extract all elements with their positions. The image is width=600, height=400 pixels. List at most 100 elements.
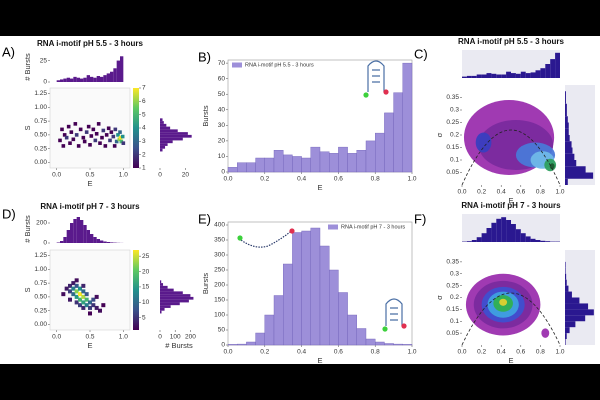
bar bbox=[70, 78, 74, 82]
cell bbox=[91, 297, 96, 302]
cell bbox=[81, 294, 86, 299]
bar bbox=[160, 305, 171, 308]
bar bbox=[264, 314, 275, 346]
bar bbox=[160, 137, 183, 141]
cell bbox=[101, 128, 106, 133]
bar bbox=[481, 233, 487, 242]
bar bbox=[530, 238, 536, 242]
bar bbox=[565, 128, 569, 135]
bar bbox=[110, 71, 114, 82]
bar bbox=[255, 332, 266, 346]
bar bbox=[530, 72, 536, 78]
bar bbox=[120, 56, 124, 82]
cell bbox=[78, 286, 82, 291]
x-tick-label: 0 bbox=[158, 172, 162, 179]
cell bbox=[88, 311, 92, 316]
cell bbox=[93, 138, 98, 143]
bar bbox=[160, 145, 166, 149]
bar bbox=[160, 143, 168, 146]
x-tick-label: 0.4 bbox=[497, 189, 506, 196]
y-tick-label: 50 bbox=[218, 327, 226, 334]
x-tick-label: 0.2 bbox=[260, 176, 269, 183]
bar bbox=[160, 134, 192, 138]
cell bbox=[71, 292, 76, 297]
cell bbox=[94, 131, 99, 136]
bar bbox=[66, 77, 70, 82]
x-tick-label: 0.0 bbox=[52, 334, 61, 341]
colorbar-tick-label: 5 bbox=[142, 314, 146, 321]
x-tick-label: 0.4 bbox=[297, 349, 306, 356]
y-tick-label: 0.35 bbox=[446, 259, 459, 266]
bar bbox=[565, 153, 575, 160]
bar bbox=[565, 339, 566, 345]
bar bbox=[160, 296, 194, 300]
bar bbox=[535, 240, 541, 242]
cell bbox=[82, 139, 87, 144]
colorbar-tick-label: 5 bbox=[142, 111, 146, 118]
bar bbox=[365, 140, 376, 173]
bar bbox=[481, 74, 487, 78]
bar bbox=[565, 147, 573, 154]
bar bbox=[471, 75, 477, 78]
bar bbox=[113, 68, 117, 82]
bar bbox=[160, 288, 174, 292]
bar bbox=[96, 239, 100, 243]
bar bbox=[338, 146, 348, 173]
bar bbox=[520, 233, 526, 242]
cell bbox=[84, 130, 89, 134]
bar bbox=[160, 302, 180, 306]
bar bbox=[506, 220, 511, 242]
x-tick-label: 0.0 bbox=[52, 172, 61, 179]
cell bbox=[73, 122, 78, 126]
bar bbox=[103, 75, 107, 82]
y-tick-label: 0.00 bbox=[34, 321, 47, 328]
y-axis-label: S bbox=[23, 287, 32, 292]
bar bbox=[96, 76, 100, 82]
cell bbox=[81, 305, 86, 310]
y-tick-label: 0.75 bbox=[34, 280, 47, 287]
bar bbox=[264, 157, 275, 173]
cell bbox=[91, 127, 96, 132]
y-tick-label: 0.00 bbox=[34, 159, 47, 166]
bar bbox=[76, 77, 80, 82]
bar bbox=[501, 74, 507, 78]
bar bbox=[73, 76, 77, 82]
bar bbox=[86, 230, 90, 243]
bar bbox=[476, 237, 482, 242]
cell bbox=[66, 124, 71, 129]
cell bbox=[78, 127, 83, 132]
hairpin-icon bbox=[363, 60, 389, 98]
y-tick-label: 0 bbox=[221, 342, 225, 349]
x-axis-label: E bbox=[317, 356, 322, 365]
cell bbox=[71, 281, 76, 286]
cell bbox=[112, 144, 117, 148]
cell bbox=[78, 297, 82, 302]
bar bbox=[80, 220, 84, 243]
bar bbox=[83, 225, 87, 243]
x-tick-label: 0 bbox=[158, 334, 162, 341]
cell bbox=[98, 141, 102, 145]
bar bbox=[476, 74, 482, 78]
chart-title: RNA i-motif pH 7 - 3 hours bbox=[461, 201, 561, 210]
y-axis-label: # Bursts bbox=[23, 53, 32, 81]
y-tick-label: 10 bbox=[218, 153, 226, 160]
bar bbox=[160, 285, 168, 289]
y-axis-label: σ bbox=[435, 295, 444, 300]
x-tick-label: 0.2 bbox=[477, 189, 486, 196]
bar bbox=[496, 74, 502, 78]
y-tick-label: 200 bbox=[214, 282, 225, 289]
x-tick-label: 0.2 bbox=[477, 349, 486, 356]
colorbar bbox=[133, 250, 139, 330]
cell bbox=[86, 124, 91, 129]
cell bbox=[119, 139, 124, 144]
bar bbox=[236, 343, 247, 346]
y-tick-label: 200 bbox=[36, 220, 47, 227]
colorbar-tick-label: 20 bbox=[142, 268, 150, 275]
cell bbox=[60, 127, 64, 132]
x-tick-label: 200 bbox=[185, 334, 196, 341]
y-tick-label: 0.15 bbox=[446, 144, 459, 151]
y-tick-label: 40 bbox=[218, 106, 226, 113]
bar bbox=[236, 162, 247, 173]
y-tick-label: 0 bbox=[43, 240, 47, 247]
